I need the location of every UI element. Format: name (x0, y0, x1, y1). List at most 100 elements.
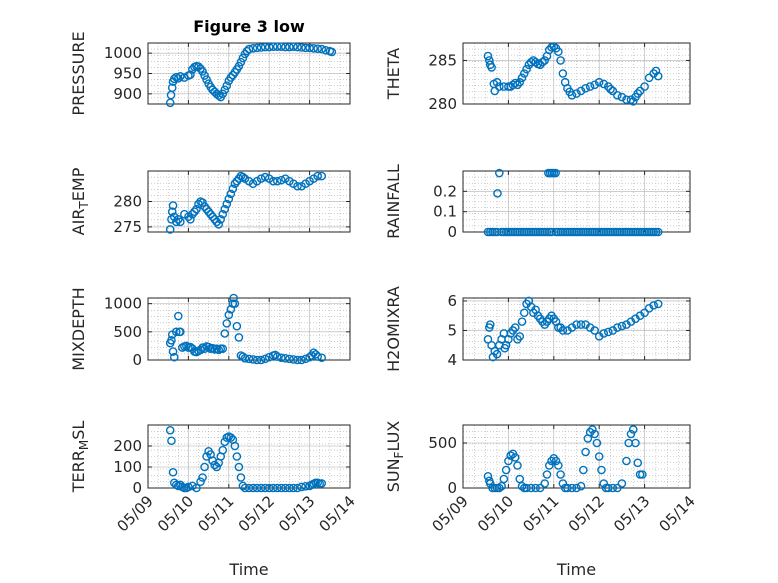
data-point (226, 73, 236, 82)
data-point (285, 483, 294, 493)
data-point (198, 67, 207, 76)
data-series (165, 293, 327, 365)
data-point (248, 355, 258, 364)
data-point (167, 83, 177, 93)
data-point (592, 438, 602, 448)
y-tick-label: 500 (428, 434, 457, 452)
data-point (653, 299, 663, 309)
data-point (165, 425, 175, 435)
data-point (220, 329, 230, 338)
data-point (633, 458, 643, 468)
data-point (492, 77, 502, 87)
data-point (651, 66, 661, 76)
data-series (483, 42, 663, 106)
data-point (510, 78, 520, 88)
data-point (220, 204, 230, 214)
data-point (588, 425, 597, 434)
data-point (171, 217, 181, 227)
data-point (522, 64, 531, 74)
data-point (572, 483, 581, 493)
data-point (229, 293, 238, 303)
data-point (493, 189, 502, 198)
data-point (268, 483, 278, 493)
data-point (554, 47, 563, 57)
data-point (230, 441, 240, 451)
data-point (277, 175, 286, 185)
data-series (483, 296, 663, 362)
data-point (252, 483, 262, 493)
data-point (558, 326, 568, 335)
data-point (485, 479, 495, 488)
data-point (196, 477, 205, 487)
y-axis-label: AIRTEMP (69, 167, 91, 235)
data-point (540, 479, 550, 488)
data-point (649, 301, 658, 310)
data-point (173, 74, 183, 83)
data-point (317, 44, 327, 54)
data-point (313, 44, 322, 53)
data-point (297, 355, 306, 365)
x-axis-label: Time (556, 560, 596, 579)
data-point (260, 172, 270, 182)
y-tick-label: 100 (113, 458, 142, 476)
data-point (236, 57, 246, 67)
data-point (192, 204, 201, 214)
y-tick-label: 200 (113, 437, 142, 455)
panel-mixdepth: 0 500 1000 MIXDEPTH (69, 287, 351, 371)
data-series (165, 171, 327, 234)
data-series (165, 42, 337, 108)
data-point (633, 89, 643, 98)
data-point (485, 320, 495, 329)
data-point (638, 470, 647, 479)
data-point (200, 462, 209, 472)
data-point (617, 92, 627, 102)
data-point (576, 320, 586, 329)
data-point (167, 335, 176, 345)
data-point (542, 470, 552, 479)
data-point (248, 483, 258, 493)
data-point (200, 344, 209, 354)
data-point (640, 82, 649, 91)
data-point (590, 429, 599, 439)
y-tick-label: 900 (113, 85, 142, 103)
data-point (184, 482, 193, 492)
y-tick-label: 0.2 (433, 182, 457, 200)
data-point (594, 452, 604, 461)
data-point (176, 217, 185, 227)
data-point (264, 42, 274, 52)
data-point (234, 174, 244, 183)
data-point (526, 483, 536, 493)
axes-box (462, 170, 691, 233)
data-point (226, 304, 236, 314)
data-point (515, 332, 525, 341)
data-point (313, 352, 322, 361)
y-axis-label: MIXDEPTH (69, 287, 88, 370)
data-point (510, 323, 520, 332)
data-series (483, 168, 663, 237)
data-point (293, 42, 302, 52)
data-point (281, 483, 290, 493)
data-point (232, 452, 242, 461)
data-point (487, 63, 496, 72)
data-point (186, 70, 195, 80)
data-point (173, 214, 183, 224)
axes-box (462, 424, 691, 489)
data-point (260, 483, 270, 493)
data-point (501, 465, 511, 475)
data-point (240, 354, 250, 363)
data-point (599, 79, 609, 89)
data-point (483, 51, 493, 61)
data-point (495, 483, 504, 493)
x-tick-label: 05/10 (474, 492, 517, 535)
data-point (515, 77, 525, 87)
y-tick-label: 0 (132, 479, 142, 497)
data-point (317, 171, 327, 181)
data-point (216, 214, 226, 224)
data-point (321, 46, 331, 55)
data-point (218, 445, 228, 455)
y-tick-label: 275 (113, 218, 142, 236)
data-point (248, 43, 258, 53)
data-point (653, 71, 663, 81)
x-tick-label: 05/11 (194, 492, 237, 535)
